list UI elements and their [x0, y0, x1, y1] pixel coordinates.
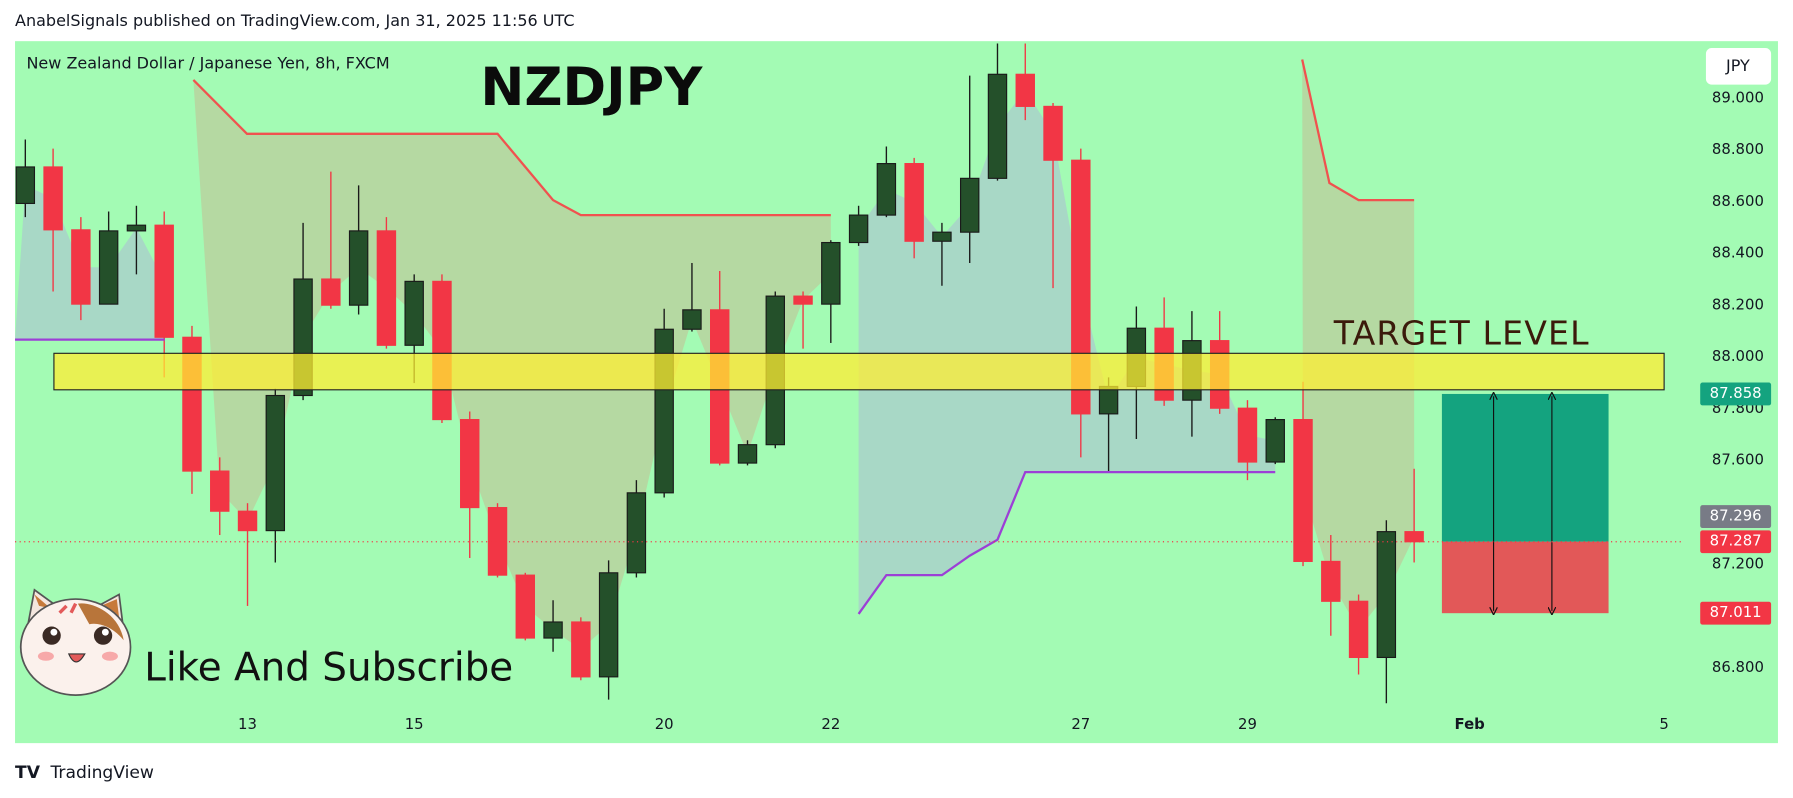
candle-body	[1098, 385, 1119, 415]
y-tick-label: 88.600	[1712, 192, 1764, 210]
y-tick-label: 89.000	[1712, 88, 1764, 106]
y-tick-label: 88.400	[1712, 244, 1764, 262]
candle-body	[348, 230, 369, 306]
candle-body	[515, 574, 536, 639]
candle-body	[1293, 419, 1313, 562]
y-tick-label: 87.200	[1712, 554, 1764, 572]
candle-body	[848, 214, 869, 244]
candle-body	[737, 444, 758, 464]
candle-body	[237, 510, 258, 532]
x-tick-label: 29	[1238, 715, 1257, 733]
candle-body	[15, 166, 36, 205]
candle-body	[959, 177, 980, 233]
indicator-line	[192, 79, 831, 217]
candle-body	[793, 295, 813, 305]
chart-title: NZDJPY	[480, 57, 703, 118]
currency-button[interactable]	[1705, 48, 1772, 85]
candle-body	[821, 241, 841, 305]
candle-body	[1071, 159, 1091, 415]
candle-body	[571, 621, 591, 678]
candle-body	[876, 163, 897, 216]
candle-body	[404, 280, 424, 346]
x-tick-label: 15	[405, 715, 424, 733]
candle-body	[432, 280, 452, 421]
candle-body	[682, 309, 702, 330]
candle-body	[98, 230, 119, 305]
candle-body	[904, 163, 924, 242]
candle-body	[1404, 531, 1424, 543]
price-tag-label: 87.296	[1710, 507, 1762, 525]
position-loss	[1441, 541, 1609, 614]
candle-body	[376, 230, 397, 346]
price-tag-label: 87.287	[1710, 532, 1762, 550]
y-tick-label: 88.000	[1712, 347, 1764, 365]
candle-body	[598, 572, 619, 678]
candle-body	[460, 419, 480, 509]
tv-logo: TV	[15, 763, 41, 783]
position-profit	[1441, 393, 1609, 542]
candle-body	[71, 229, 91, 305]
drawing-layer: TARGET LEVEL	[15, 59, 1681, 615]
candle-body	[1265, 419, 1285, 463]
price-tag	[1700, 530, 1772, 554]
axis-layer: 86.80087.20087.60087.80088.00088.20088.4…	[238, 88, 1772, 733]
candle-body	[265, 394, 286, 532]
indicator-line	[857, 470, 1276, 615]
price-tag-label: 87.858	[1710, 384, 1762, 402]
y-tick-label: 88.200	[1712, 295, 1764, 313]
price-tag-label: 87.011	[1710, 603, 1762, 621]
target-zone-label: TARGET LEVEL	[1333, 314, 1590, 353]
y-tick-label: 86.800	[1712, 658, 1764, 676]
candle-body	[210, 470, 230, 512]
x-tick-label: Feb	[1455, 715, 1485, 733]
candle-body	[543, 621, 563, 639]
y-tick-label: 88.800	[1712, 140, 1764, 158]
x-tick-label: 22	[821, 715, 840, 733]
symbol-description: New Zealand Dollar / Japanese Yen, 8h, F…	[26, 54, 389, 73]
y-tick-label: 87.600	[1712, 451, 1764, 469]
candle-body	[1237, 407, 1258, 463]
candle-body	[1043, 105, 1063, 161]
indicator-fill	[1302, 59, 1415, 630]
price-tag	[1700, 382, 1772, 406]
candle-body	[321, 278, 341, 306]
footer-brand: TradingView	[49, 763, 153, 783]
candle-body	[487, 507, 508, 576]
candle-body	[987, 73, 1008, 179]
candle-body	[1376, 531, 1397, 659]
x-tick-label: 13	[238, 715, 257, 733]
annotation-text: Like And Subscribe	[144, 645, 513, 690]
candle-body	[1348, 600, 1369, 659]
x-tick-label: 27	[1071, 715, 1090, 733]
candle-body	[1015, 73, 1035, 107]
candle-body	[626, 492, 647, 574]
candle-body	[932, 231, 952, 242]
candle-body	[154, 224, 174, 338]
x-tick-label: 20	[655, 715, 674, 733]
currency-label: JPY	[1725, 56, 1750, 75]
publish-header: AnabelSignals published on TradingView.c…	[15, 11, 574, 30]
price-tag	[1700, 601, 1772, 625]
target-zone	[53, 352, 1665, 391]
candle-body	[43, 166, 63, 231]
cat-icon	[19, 588, 132, 696]
candle-body	[1321, 560, 1341, 602]
x-tick-label: 5	[1659, 715, 1668, 733]
indicator-line	[1301, 59, 1415, 202]
price-tag	[1700, 505, 1772, 529]
candle-body	[126, 224, 147, 232]
